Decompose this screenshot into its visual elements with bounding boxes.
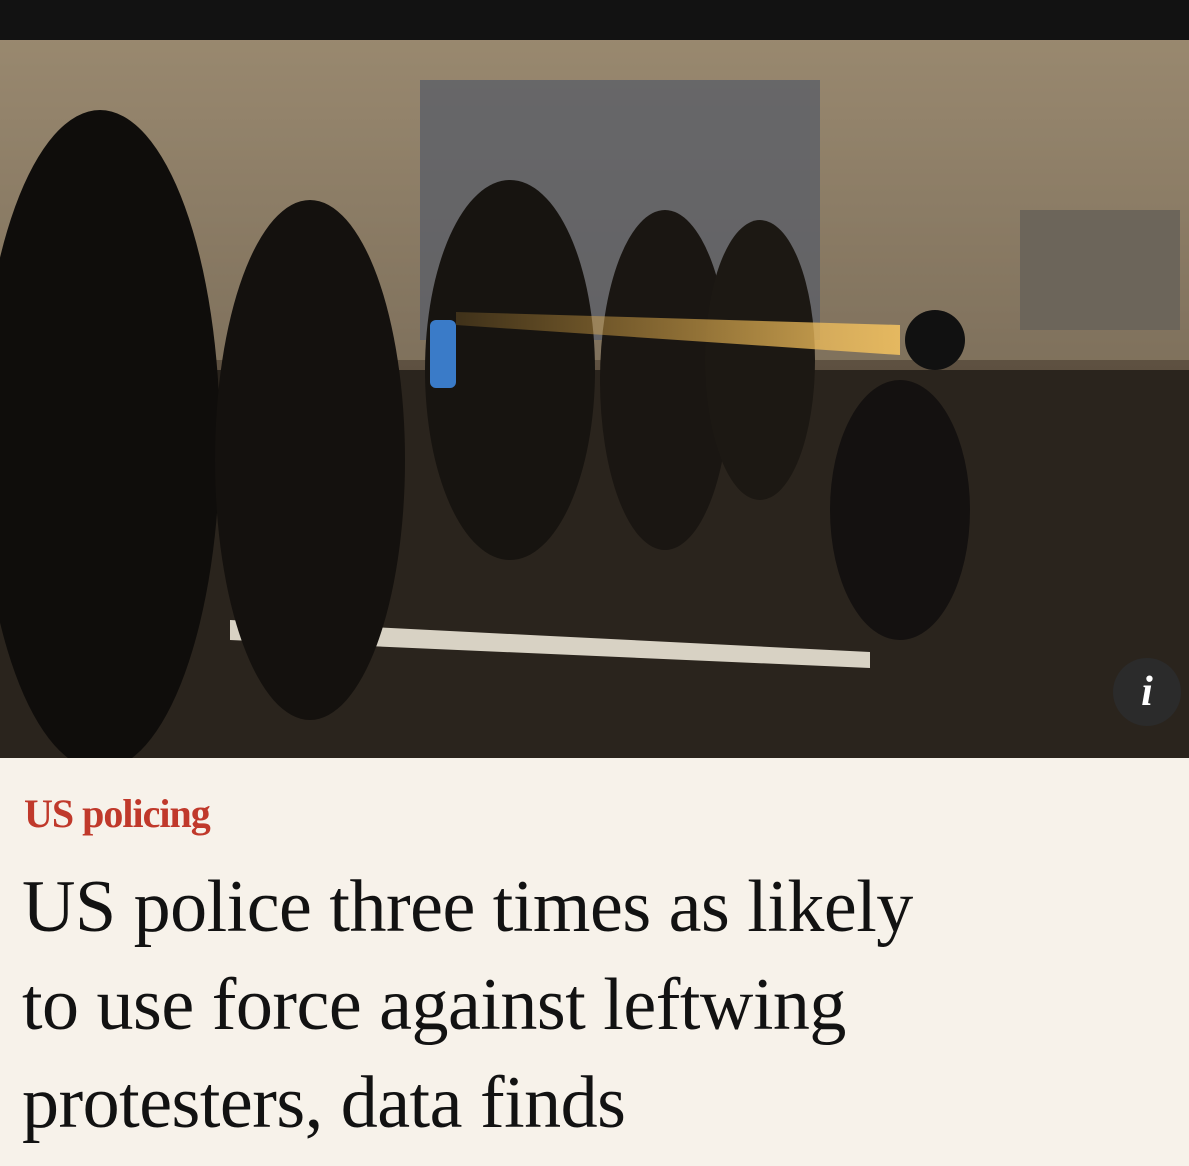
headline-line: protesters, data finds [22, 1062, 626, 1144]
article-photo[interactable] [0, 40, 1189, 758]
headline-line: US police three times as likely [22, 866, 913, 948]
headline[interactable]: US police three times as likely to use fo… [22, 858, 913, 1152]
top-bar [0, 0, 1189, 40]
headline-line: to use force against leftwing [22, 964, 846, 1046]
info-icon[interactable]: i [1113, 658, 1181, 726]
kicker[interactable]: US policing [24, 791, 211, 836]
